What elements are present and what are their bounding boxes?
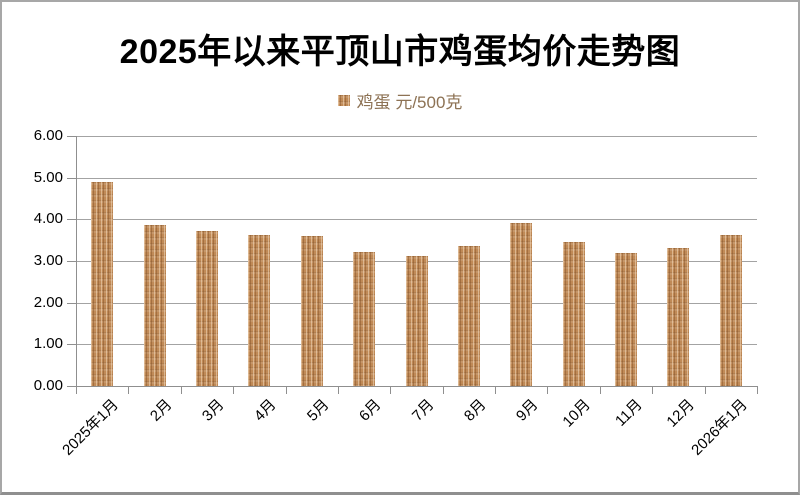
bar bbox=[615, 253, 637, 386]
bar bbox=[248, 235, 270, 386]
x-axis-label: 12月 bbox=[663, 396, 699, 431]
x-axis-label: 3月 bbox=[198, 396, 228, 425]
y-axis-tick bbox=[67, 386, 76, 387]
bar bbox=[196, 231, 218, 386]
bar bbox=[563, 242, 585, 386]
x-axis-tick bbox=[757, 386, 758, 394]
x-axis-tick bbox=[547, 386, 548, 394]
chart-title: 2025年以来平顶山市鸡蛋均价走势图 bbox=[119, 33, 681, 71]
bar bbox=[91, 182, 113, 386]
x-axis-tick bbox=[286, 386, 287, 394]
x-axis-tick bbox=[495, 386, 496, 394]
x-axis-tick bbox=[338, 386, 339, 394]
bar bbox=[406, 256, 428, 386]
y-axis-tick bbox=[67, 261, 76, 262]
gridline bbox=[76, 136, 757, 137]
legend-label: 鸡蛋 元/500克 bbox=[356, 93, 463, 112]
x-axis-label: 10月 bbox=[559, 396, 595, 431]
bar bbox=[458, 246, 480, 386]
bar bbox=[720, 235, 742, 386]
y-axis-tick bbox=[67, 178, 76, 179]
x-axis-tick bbox=[233, 386, 234, 394]
y-axis-label: 2.00 bbox=[33, 294, 63, 311]
y-axis-line bbox=[76, 136, 77, 386]
x-axis-label: 8月 bbox=[460, 396, 490, 425]
y-axis-label: 0.00 bbox=[33, 377, 63, 394]
y-axis-label: 1.00 bbox=[33, 335, 63, 352]
x-axis-tick bbox=[76, 386, 77, 394]
x-axis-tick bbox=[600, 386, 601, 394]
x-axis-label: 6月 bbox=[355, 396, 385, 425]
y-axis-tick bbox=[67, 303, 76, 304]
y-axis-label: 3.00 bbox=[33, 252, 63, 269]
y-axis-tick bbox=[67, 219, 76, 220]
y-axis-label: 4.00 bbox=[33, 210, 63, 227]
bar bbox=[353, 252, 375, 386]
x-axis-tick bbox=[443, 386, 444, 394]
bar bbox=[667, 248, 689, 386]
bar bbox=[144, 225, 166, 386]
bar bbox=[510, 223, 532, 386]
x-axis-label: 2月 bbox=[146, 396, 176, 425]
x-axis-line bbox=[76, 386, 757, 387]
y-axis-label: 6.00 bbox=[33, 127, 63, 144]
x-axis-tick bbox=[181, 386, 182, 394]
x-axis-label: 9月 bbox=[512, 396, 542, 425]
x-axis-label: 4月 bbox=[250, 396, 280, 425]
x-axis-label: 5月 bbox=[303, 396, 333, 425]
x-axis-tick bbox=[652, 386, 653, 394]
legend-swatch-icon bbox=[337, 95, 350, 106]
x-axis-label: 2026年1月 bbox=[688, 396, 752, 459]
x-axis-tick bbox=[390, 386, 391, 394]
x-axis-label: 11月 bbox=[612, 396, 647, 430]
x-axis-label: 2025年1月 bbox=[59, 396, 123, 459]
legend: 鸡蛋 元/500克 bbox=[0, 88, 800, 113]
x-axis-tick bbox=[705, 386, 706, 394]
gridline bbox=[76, 178, 757, 179]
x-axis-label: 7月 bbox=[408, 396, 438, 425]
y-axis-label: 5.00 bbox=[33, 169, 63, 186]
x-axis-tick bbox=[128, 386, 129, 394]
bar bbox=[301, 236, 323, 386]
y-axis-tick bbox=[67, 344, 76, 345]
gridline bbox=[76, 219, 757, 220]
y-axis-tick bbox=[67, 136, 76, 137]
